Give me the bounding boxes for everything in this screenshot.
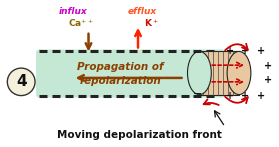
Text: Moving depolarization front: Moving depolarization front [57, 130, 222, 140]
Text: −: − [193, 89, 202, 99]
Text: Ca$^{++}$: Ca$^{++}$ [68, 17, 93, 29]
Ellipse shape [187, 51, 211, 95]
Text: +: + [226, 91, 234, 101]
Text: +: + [241, 46, 249, 56]
Text: +: + [226, 46, 234, 56]
Text: 4: 4 [16, 74, 27, 89]
Text: K$^+$: K$^+$ [145, 17, 159, 29]
Text: −: − [193, 48, 202, 58]
Text: +: + [257, 46, 265, 56]
Text: Propagation of
repolarization: Propagation of repolarization [77, 62, 163, 86]
Bar [199, 51, 239, 95]
Text: +: + [241, 91, 249, 101]
Text: influx: influx [58, 7, 87, 16]
Ellipse shape [227, 51, 251, 95]
Text: +: + [257, 91, 265, 101]
Text: +: + [264, 61, 272, 71]
Circle shape [7, 68, 35, 96]
Text: +: + [264, 75, 272, 85]
Text: efflux: efflux [128, 7, 157, 16]
FancyBboxPatch shape [36, 49, 225, 98]
